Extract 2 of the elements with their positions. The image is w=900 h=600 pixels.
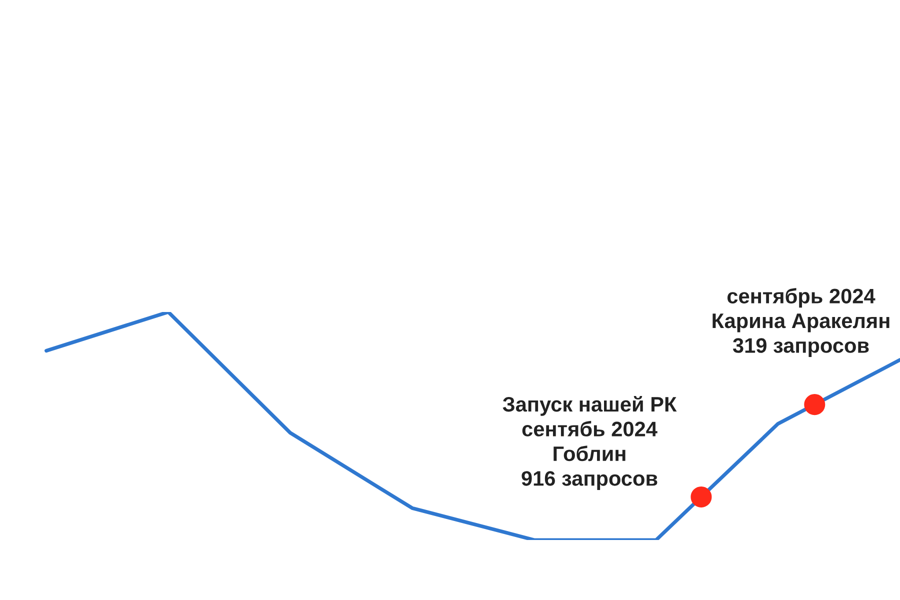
annotation: сентябрь 2024 Карина Аракелян 319 запросов: [712, 288, 890, 358]
annotation: Запуск нашей РК сентябь 2024 Гоблин 916 запросов: [502, 396, 677, 490]
